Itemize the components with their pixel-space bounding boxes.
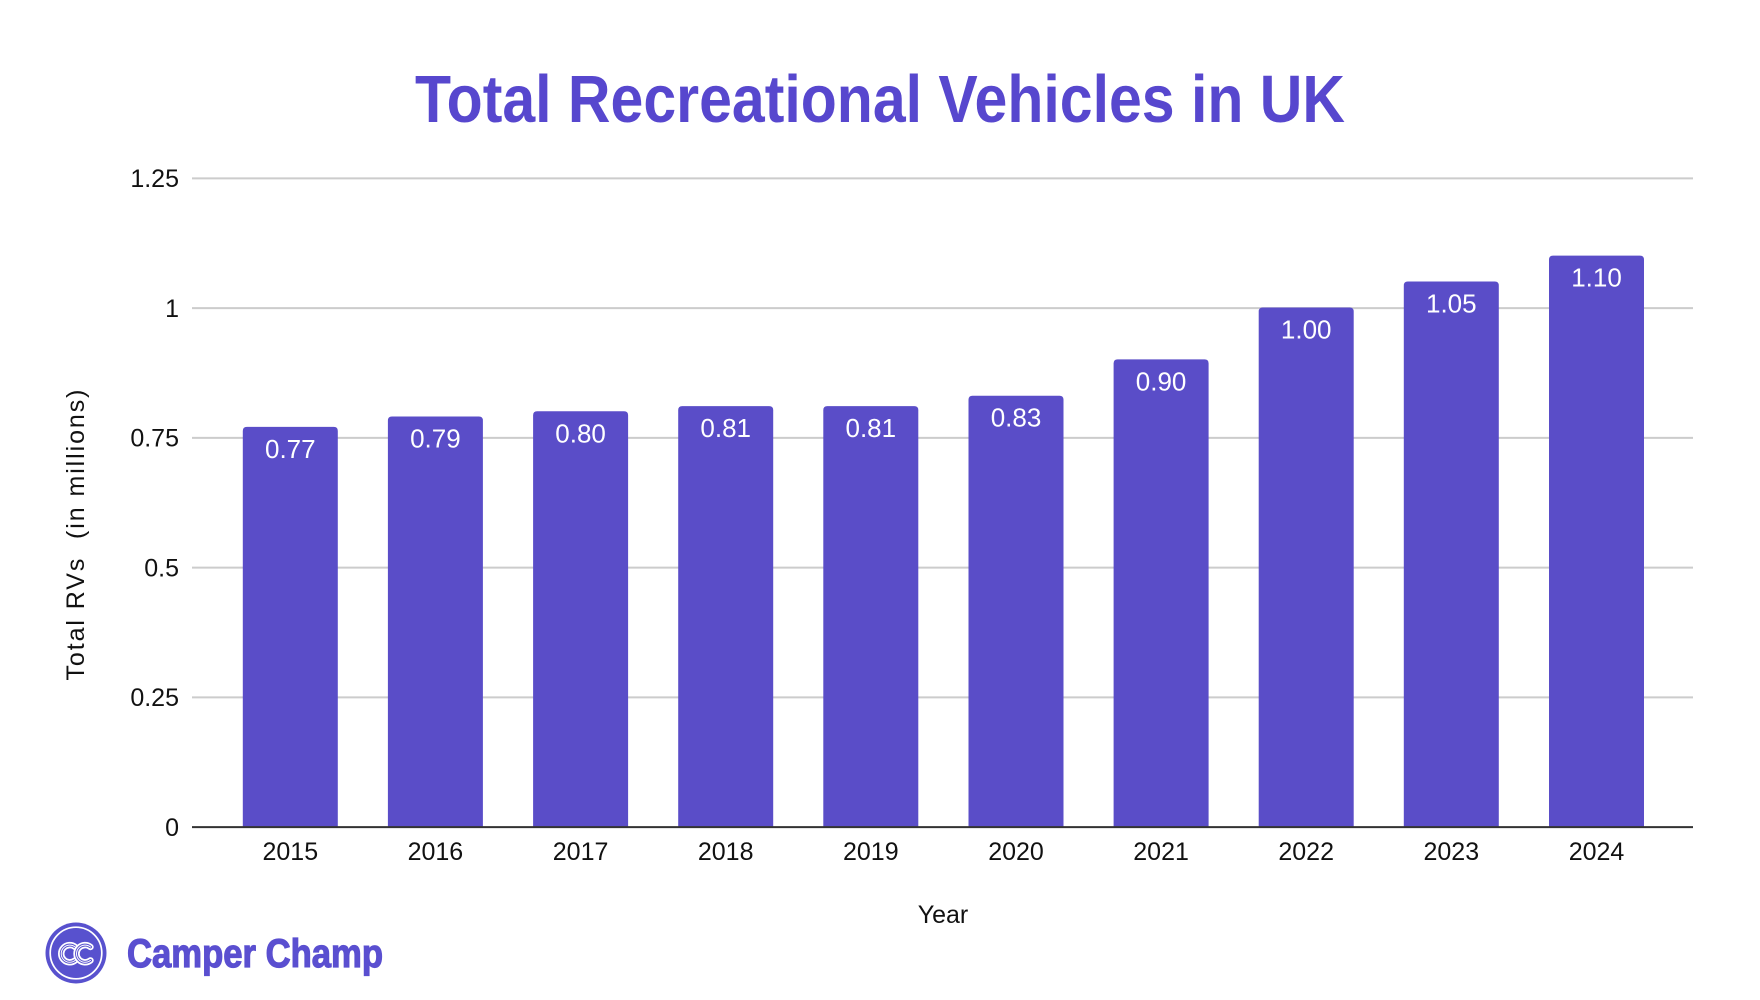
svg-text:1: 1 <box>165 295 179 323</box>
svg-text:2022: 2022 <box>1278 838 1334 866</box>
svg-text:2015: 2015 <box>262 838 318 866</box>
svg-text:1.10: 1.10 <box>1571 263 1622 293</box>
svg-text:Total Recreational Vehicles in: Total Recreational Vehicles in UK <box>415 62 1345 137</box>
svg-text:0.79: 0.79 <box>410 424 461 454</box>
svg-text:0.83: 0.83 <box>991 403 1042 433</box>
svg-text:2021: 2021 <box>1133 838 1189 866</box>
svg-text:0.81: 0.81 <box>700 413 751 443</box>
svg-text:0.77: 0.77 <box>265 434 316 464</box>
svg-text:0.80: 0.80 <box>555 418 606 448</box>
svg-text:2017: 2017 <box>553 838 609 866</box>
svg-text:Camper Champ: Camper Champ <box>127 932 383 976</box>
svg-text:0.75: 0.75 <box>130 425 179 453</box>
svg-text:0.81: 0.81 <box>845 413 896 443</box>
svg-text:1.00: 1.00 <box>1281 315 1332 345</box>
svg-text:0.5: 0.5 <box>144 554 179 582</box>
svg-text:0.25: 0.25 <box>130 684 179 712</box>
svg-text:1.25: 1.25 <box>130 165 179 193</box>
svg-text:2019: 2019 <box>843 838 899 866</box>
svg-text:2023: 2023 <box>1423 838 1479 866</box>
svg-text:Year: Year <box>918 901 969 929</box>
svg-text:0: 0 <box>165 814 179 842</box>
svg-text:1.05: 1.05 <box>1426 289 1477 319</box>
svg-text:2020: 2020 <box>988 838 1044 866</box>
svg-text:2024: 2024 <box>1569 838 1625 866</box>
svg-text:0.90: 0.90 <box>1136 366 1187 396</box>
svg-text:2018: 2018 <box>698 838 754 866</box>
svg-text:Total RVs (in millions): Total RVs (in millions) <box>62 390 90 681</box>
svg-text:2016: 2016 <box>408 838 464 866</box>
